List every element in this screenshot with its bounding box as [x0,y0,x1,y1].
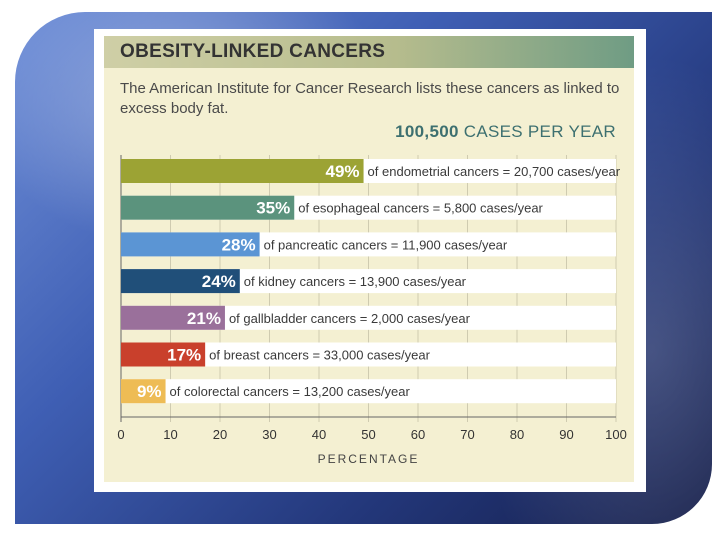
bar-value-label-1: 35% [256,199,290,218]
bar-description-0: of endometrial cancers = 20,700 cases/ye… [368,164,621,179]
bar-description-1: of esophageal cancers = 5,800 cases/year [298,201,543,216]
x-tick-label-40: 40 [312,427,326,442]
x-tick-label-100: 100 [605,427,627,442]
bar-1 [121,195,295,220]
total-cases: 100,500 CASES PER YEAR [395,122,616,142]
chart-subtitle: The American Institute for Cancer Resear… [120,80,620,117]
bar-background-6 [121,379,616,404]
x-tick-label-70: 70 [460,427,474,442]
bar-description-4: of gallbladder cancers = 2,000 cases/yea… [229,311,471,326]
x-tick-label-20: 20 [213,427,227,442]
total-cases-suffix: CASES PER YEAR [463,122,616,141]
bar-value-label-4: 21% [187,309,221,328]
bar-description-2: of pancreatic cancers = 11,900 cases/yea… [264,237,508,252]
bar-value-label-5: 17% [167,346,201,365]
x-tick-label-50: 50 [361,427,375,442]
x-axis-title: PERCENTAGE [318,452,420,466]
chart-title: OBESITY-LINKED CANCERS [120,41,386,62]
bar-description-3: of kidney cancers = 13,900 cases/year [244,274,467,289]
bar-2 [121,232,260,257]
bar-5 [121,342,206,367]
total-cases-number: 100,500 [395,122,459,141]
x-tick-label-10: 10 [163,427,177,442]
bar-0 [121,159,364,183]
bar-value-label-2: 28% [222,235,256,254]
bar-4 [121,305,225,330]
bar-description-5: of breast cancers = 33,000 cases/year [209,348,430,363]
bar-description-6: of colorectal cancers = 13,200 cases/yea… [170,384,411,399]
x-tick-label-90: 90 [559,427,573,442]
bar-value-label-0: 49% [326,162,360,181]
x-tick-label-60: 60 [411,427,425,442]
bar-value-label-3: 24% [202,272,236,291]
bar-3 [121,269,240,294]
bar-chart: 0 10 20 30 40 50 60 70 80 90 100 49% of endometrial … [117,155,627,466]
x-tick-label-30: 30 [262,427,276,442]
bar-value-label-6: 9% [137,382,162,401]
chart-area: OBESITY-LINKED CANCERS The American Inst… [104,36,634,482]
x-tick-label-80: 80 [510,427,524,442]
title-band: OBESITY-LINKED CANCERS [104,36,634,68]
bar-6 [121,379,166,404]
x-tick-label-0: 0 [117,427,124,442]
